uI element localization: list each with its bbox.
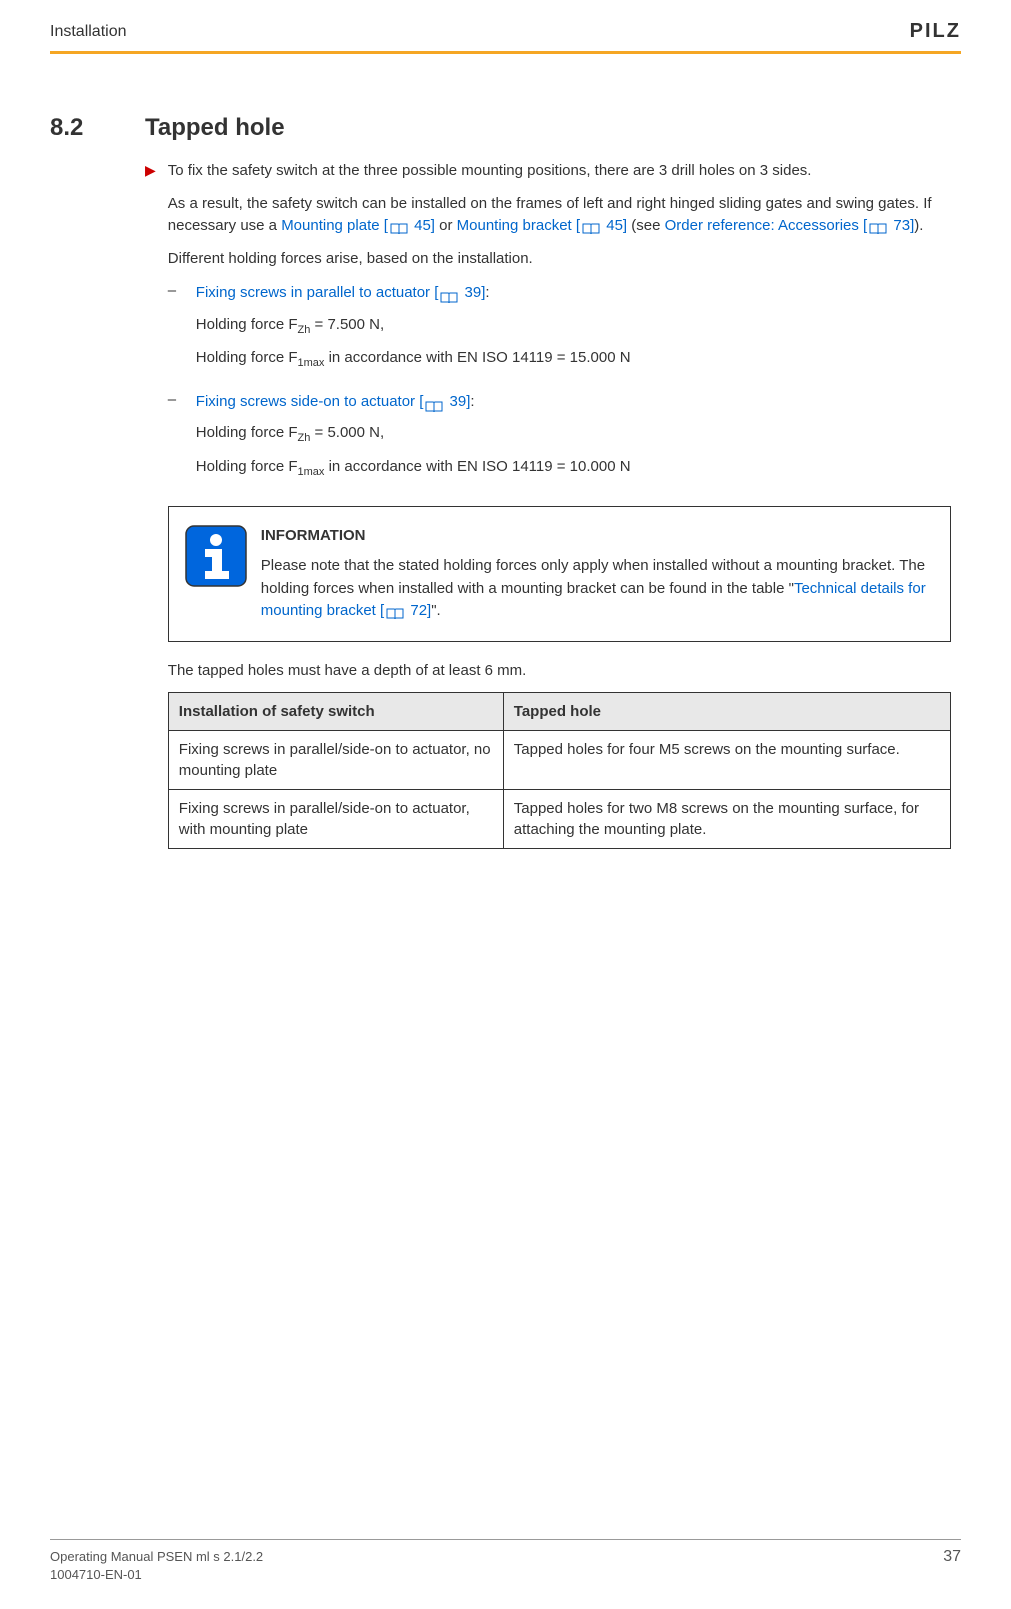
mounting-bracket-link[interactable]: Mounting bracket [ 45] bbox=[457, 217, 627, 234]
page-header: Installation PILZ bbox=[50, 0, 961, 51]
header-divider bbox=[50, 51, 961, 54]
holding-force-zh-1: Holding force FZh = 7.500 N, bbox=[196, 312, 951, 340]
fixing-parallel-link[interactable]: Fixing screws in parallel to actuator [ … bbox=[196, 284, 486, 301]
book-icon bbox=[425, 396, 443, 408]
info-icon bbox=[185, 525, 247, 587]
order-reference-link[interactable]: Order reference: Accessories [ 73] bbox=[665, 217, 915, 234]
table-intro: The tapped holes must have a depth of at… bbox=[168, 660, 951, 683]
footer-doc-info: Operating Manual PSEN ml s 2.1/2.2 10047… bbox=[50, 1548, 263, 1584]
book-icon bbox=[582, 220, 600, 232]
sub-item-1-title: Fixing screws in parallel to actuator [ … bbox=[196, 280, 951, 306]
sub-item-2: – Fixing screws side-on to actuator [ 39… bbox=[168, 389, 951, 488]
table-row: Fixing screws in parallel/side-on to act… bbox=[168, 790, 950, 849]
section-title: Tapped hole bbox=[145, 114, 285, 142]
book-icon bbox=[440, 287, 458, 299]
bullet-item: ▶ To fix the safety switch at the three … bbox=[145, 160, 951, 849]
information-box: INFORMATION Please note that the stated … bbox=[168, 506, 951, 642]
book-icon bbox=[869, 220, 887, 232]
table-cell: Tapped holes for two M8 screws on the mo… bbox=[503, 790, 950, 849]
table-cell: Tapped holes for four M5 screws on the m… bbox=[503, 731, 950, 790]
info-title: INFORMATION bbox=[261, 525, 934, 548]
sub-list: – Fixing screws in parallel to actuator … bbox=[168, 280, 951, 488]
sub-item-1: – Fixing screws in parallel to actuator … bbox=[168, 280, 951, 379]
header-title: Installation bbox=[50, 23, 127, 41]
intro-para-2: As a result, the safety switch can be in… bbox=[168, 193, 951, 238]
section-heading: 8.2 Tapped hole bbox=[145, 114, 951, 142]
footer-divider bbox=[50, 1539, 961, 1540]
table-header-row: Installation of safety switch Tapped hol… bbox=[168, 693, 950, 731]
fixing-sideon-link[interactable]: Fixing screws side-on to actuator [ 39] bbox=[196, 393, 471, 410]
info-text: Please note that the stated holding forc… bbox=[261, 555, 934, 623]
table-cell: Fixing screws in parallel/side-on to act… bbox=[168, 790, 503, 849]
page-footer: Operating Manual PSEN ml s 2.1/2.2 10047… bbox=[50, 1539, 961, 1584]
dash-marker: – bbox=[168, 389, 196, 488]
holding-force-zh-2: Holding force FZh = 5.000 N, bbox=[196, 420, 951, 448]
table-header-col1: Installation of safety switch bbox=[168, 693, 503, 731]
table-cell: Fixing screws in parallel/side-on to act… bbox=[168, 731, 503, 790]
page-number: 37 bbox=[943, 1548, 961, 1584]
intro-para-1: To fix the safety switch at the three po… bbox=[168, 160, 951, 183]
section-number: 8.2 bbox=[50, 114, 145, 142]
dash-marker: – bbox=[168, 280, 196, 379]
holding-force-1max-2: Holding force F1max in accordance with E… bbox=[196, 454, 951, 482]
book-icon bbox=[390, 220, 408, 232]
bullet-text: To fix the safety switch at the three po… bbox=[168, 160, 951, 849]
intro-para-3: Different holding forces arise, based on… bbox=[168, 248, 951, 271]
bullet-marker-icon: ▶ bbox=[145, 160, 156, 849]
mounting-plate-link[interactable]: Mounting plate [ 45] bbox=[281, 217, 435, 234]
table-header-col2: Tapped hole bbox=[503, 693, 950, 731]
book-icon bbox=[386, 605, 404, 617]
table-row: Fixing screws in parallel/side-on to act… bbox=[168, 731, 950, 790]
sub-item-2-title: Fixing screws side-on to actuator [ 39]: bbox=[196, 389, 951, 415]
tapped-hole-table: Installation of safety switch Tapped hol… bbox=[168, 692, 951, 849]
holding-force-1max-1: Holding force F1max in accordance with E… bbox=[196, 345, 951, 373]
brand-logo: PILZ bbox=[910, 20, 961, 43]
